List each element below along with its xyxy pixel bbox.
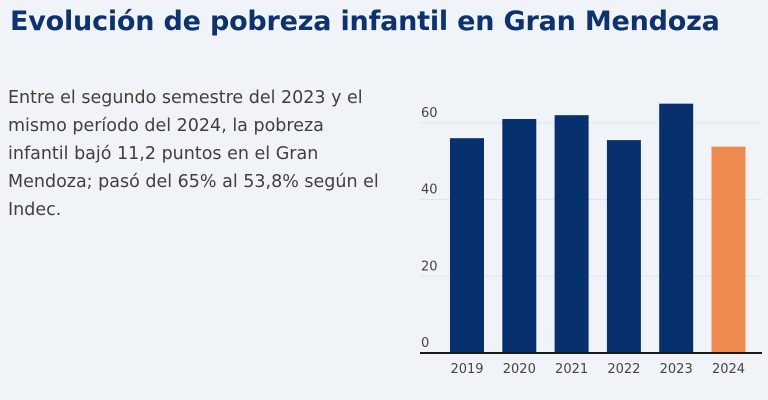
- y-tick-label-60: 60: [421, 106, 438, 121]
- chart-title: Evolución de pobreza infantil en Gran Me…: [10, 6, 720, 37]
- bar-2019: [450, 138, 484, 353]
- y-tick-label-0: 0: [421, 336, 429, 351]
- x-tick-label-2022: 2022: [607, 362, 640, 377]
- y-axis-ticks: 0 20 40 60: [421, 106, 438, 351]
- x-tick-label-2021: 2021: [555, 362, 588, 377]
- bars: [450, 103, 746, 354]
- x-axis-ticks: 2019 2020 2021 2022 2023 2024: [450, 362, 745, 377]
- y-tick-label-40: 40: [421, 183, 438, 198]
- bar-2022: [606, 140, 641, 353]
- x-tick-label-2023: 2023: [660, 362, 693, 377]
- chart-description: Entre el segundo semestre del 2023 y el …: [8, 88, 379, 220]
- y-tick-label-20: 20: [421, 259, 438, 274]
- x-tick-label-2019: 2019: [450, 362, 483, 377]
- bar-2020: [502, 119, 537, 353]
- bar-2021: [554, 115, 589, 353]
- bar-2023: [659, 103, 694, 354]
- bar-2024: [711, 146, 746, 353]
- x-tick-label-2024: 2024: [712, 362, 745, 377]
- x-tick-label-2020: 2020: [503, 362, 536, 377]
